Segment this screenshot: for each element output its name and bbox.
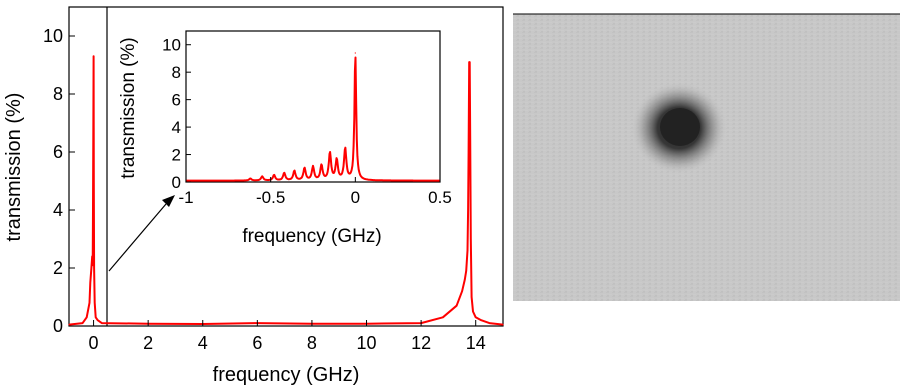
inset-peak-point [344, 148, 346, 150]
main-data-point [92, 136, 94, 139]
main-data-point [86, 316, 88, 318]
inset-x-axis-label: frequency (GHz) [242, 226, 381, 247]
main-x-tick-label: 0 [89, 333, 99, 353]
inset-arrow-line [108, 203, 167, 272]
main-y-tick-label: 4 [53, 200, 63, 220]
main-data-point [465, 270, 467, 272]
inset-peak-point [283, 172, 285, 174]
inset-peak-point [249, 178, 251, 180]
main-data-point [469, 136, 471, 139]
main-y-tick-label: 6 [53, 142, 63, 162]
main-y-axis-label: transmission (%) [3, 93, 25, 242]
inset-peak-point [312, 166, 314, 168]
main-data-point [88, 302, 91, 304]
inset-x-tick-label: 0 [351, 188, 360, 207]
main-data-point [68, 324, 70, 326]
main-data-point [93, 55, 95, 57]
main-data-point [475, 316, 477, 318]
inset-y-tick-label: 2 [172, 146, 181, 165]
main-data-point [93, 267, 95, 269]
inset-chart: -1 -0.5 0 0.5 0 2 4 6 8 10 frequency (GHz) trans… [118, 30, 452, 247]
inset-peak-point [320, 164, 323, 167]
main-data-point [82, 322, 84, 324]
main-data-point [442, 316, 444, 318]
main-data-point [469, 61, 471, 63]
inset-y-tick-label: 6 [172, 91, 181, 110]
inset-y-tick-label: 0 [172, 173, 181, 192]
main-x-tick-label: 6 [252, 333, 262, 353]
main-data-point [97, 319, 99, 321]
main-y-tick-label: 0 [53, 316, 63, 336]
inset-y-ticks: 0 2 4 6 8 10 [162, 36, 191, 192]
main-data-point [461, 290, 463, 292]
inset-x-tick-label: -1 [178, 188, 193, 207]
main-x-ticks: 0 2 4 6 8 10 12 14 [89, 320, 486, 353]
main-y-tick-label: 8 [53, 84, 63, 104]
main-data-point [467, 209, 469, 211]
main-data-point [101, 322, 103, 324]
main-y-tick-label: 10 [43, 26, 63, 46]
main-data-point [93, 180, 95, 182]
camera-image-spot [660, 108, 700, 146]
main-data-point [470, 238, 472, 240]
inset-peak-point [293, 170, 295, 172]
main-data-point [464, 279, 466, 281]
inset-peak-point [303, 167, 306, 169]
main-data-point [90, 267, 92, 269]
main-data-point [502, 324, 504, 326]
main-y-tick-label: 2 [53, 258, 63, 278]
main-x-axis-label: frequency (GHz) [213, 364, 360, 386]
inset-peak-point [261, 175, 263, 178]
main-x-tick-label: 14 [466, 333, 486, 353]
inset-arrow-head [162, 195, 175, 207]
inset-y-axis-label: transmission (%) [118, 37, 139, 178]
main-data-point [94, 302, 96, 304]
inset-peak-point [273, 174, 275, 176]
main-data-point [488, 322, 490, 324]
inset-peak-point [336, 159, 338, 161]
inset-x-tick-label: 0.5 [428, 188, 452, 207]
main-y-ticks: 0 2 4 6 8 10 [43, 26, 75, 336]
main-x-tick-label: 12 [411, 333, 431, 353]
main-data-point [471, 296, 473, 298]
main-data-point [92, 264, 94, 266]
main-data-point [456, 305, 458, 307]
inset-peak-point [329, 152, 331, 154]
inset-series [185, 52, 441, 182]
main-data-point [91, 255, 93, 257]
inset-x-tick-label: -0.5 [256, 188, 285, 207]
inset-plot-frame [185, 30, 441, 183]
inset-peak-point [354, 52, 356, 54]
main-data-point [480, 319, 482, 321]
main-data-point [92, 209, 94, 211]
main-x-tick-label: 8 [307, 333, 317, 353]
main-x-tick-label: 2 [143, 333, 153, 353]
main-data-point [472, 310, 474, 313]
main-data-point [95, 316, 97, 318]
inset-series-line [185, 56, 441, 182]
main-data-point [89, 281, 91, 284]
inset-y-tick-label: 10 [162, 36, 181, 55]
main-data-point [468, 151, 470, 153]
main-data-point [466, 250, 469, 252]
main-x-tick-label: 4 [198, 333, 208, 353]
inset-y-tick-label: 4 [172, 118, 181, 137]
inset-x-ticks: -1 -0.5 0 0.5 [178, 177, 452, 207]
main-x-tick-label: 10 [357, 333, 377, 353]
inset-y-tick-label: 8 [172, 63, 181, 82]
camera-image-panel [513, 13, 900, 301]
